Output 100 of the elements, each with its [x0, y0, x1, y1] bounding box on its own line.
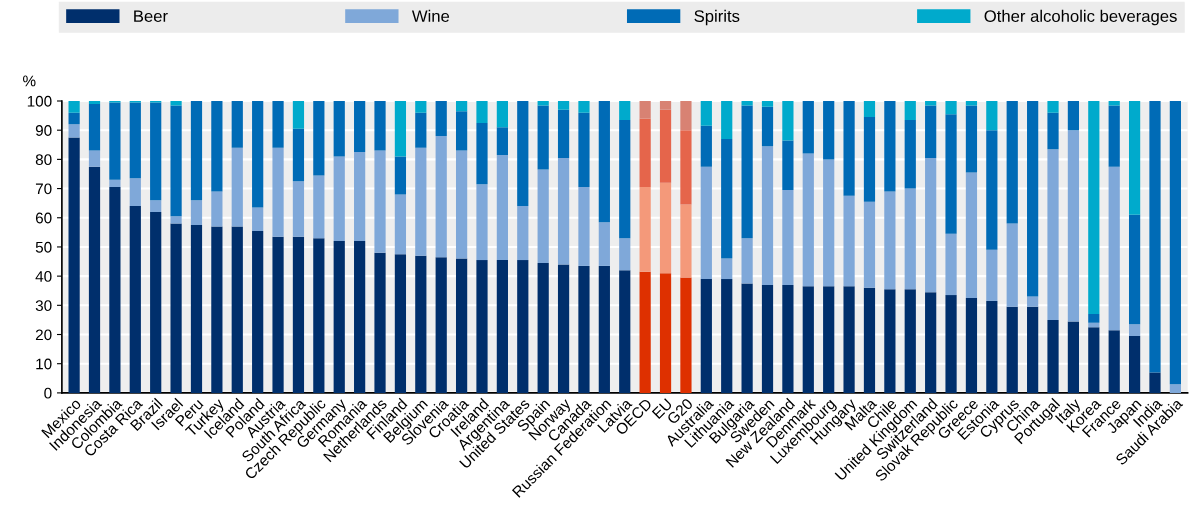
bar	[659, 182, 672, 274]
bar	[925, 101, 937, 106]
bar	[211, 191, 223, 227]
bar	[272, 236, 284, 393]
bar	[496, 260, 508, 393]
bar	[415, 101, 427, 113]
bar	[1047, 112, 1059, 150]
bar	[88, 166, 101, 393]
bar	[802, 286, 814, 393]
bar	[741, 238, 753, 284]
bar	[170, 216, 182, 224]
bar	[170, 223, 182, 393]
bar	[741, 283, 753, 393]
bar	[496, 155, 508, 261]
bar	[986, 130, 998, 250]
bar	[517, 206, 529, 261]
bar	[823, 159, 835, 287]
bar	[496, 101, 508, 128]
bar	[252, 101, 264, 208]
bar	[802, 101, 814, 154]
bar	[1047, 149, 1059, 320]
y-tick-label: 0	[44, 387, 52, 399]
bar	[374, 150, 386, 253]
y-tick-label: 20	[35, 329, 52, 341]
bar	[884, 289, 896, 393]
bar	[863, 117, 876, 202]
bar	[986, 249, 998, 301]
bar	[1027, 296, 1039, 307]
bar	[904, 289, 916, 393]
bar	[252, 207, 264, 231]
bar	[639, 271, 651, 393]
bar	[965, 172, 978, 299]
bar	[557, 157, 570, 265]
bar	[129, 102, 141, 179]
bar	[965, 298, 978, 393]
bar	[354, 101, 366, 153]
bar	[476, 184, 488, 261]
bar	[394, 101, 407, 157]
bar	[578, 187, 590, 266]
legend-label: Other alcoholic beverages	[984, 9, 1177, 26]
bar	[965, 105, 978, 173]
bar	[1169, 384, 1181, 393]
bar	[190, 200, 203, 226]
bar	[476, 122, 488, 185]
bar	[761, 106, 774, 147]
bar	[823, 286, 835, 393]
bar	[415, 255, 427, 393]
bar	[354, 241, 366, 393]
bar	[537, 101, 549, 106]
bar	[945, 295, 957, 393]
bar	[1108, 105, 1120, 167]
bar	[1128, 214, 1141, 325]
bar	[231, 101, 243, 148]
bar	[476, 260, 488, 393]
bar	[1067, 130, 1080, 322]
legend-label: Beer	[134, 10, 168, 23]
bar	[945, 114, 957, 234]
bar	[1169, 101, 1181, 385]
bar	[925, 292, 937, 393]
bar	[659, 273, 672, 393]
bar	[659, 101, 672, 110]
y-tick-label: 100	[27, 95, 52, 107]
bar	[537, 263, 549, 393]
bar	[109, 187, 121, 393]
bar	[252, 230, 264, 393]
bar	[557, 101, 570, 110]
bar	[1088, 327, 1100, 393]
bar	[68, 137, 80, 393]
bar	[109, 102, 121, 180]
bar	[945, 233, 957, 296]
bar	[782, 190, 794, 285]
bar	[1067, 101, 1080, 131]
bar	[557, 264, 570, 393]
bar	[904, 119, 916, 189]
bar	[843, 195, 855, 287]
bar	[782, 101, 794, 141]
bar	[170, 105, 182, 217]
bar	[517, 260, 529, 393]
bar	[945, 101, 957, 115]
bar	[1047, 101, 1059, 113]
bar	[333, 156, 345, 242]
y-tick-label: 40	[35, 271, 52, 282]
bar	[863, 201, 876, 288]
bar	[455, 111, 468, 151]
bar	[925, 105, 937, 158]
y-axis-title: %	[23, 75, 36, 87]
bar	[639, 101, 651, 119]
bar	[1149, 372, 1161, 393]
bar	[680, 101, 692, 131]
y-tick-label: 10	[36, 358, 52, 370]
bar	[394, 254, 407, 393]
bar	[761, 101, 774, 107]
bar	[88, 103, 101, 151]
bar	[659, 109, 672, 183]
bar	[313, 238, 325, 393]
y-tick-label: 30	[35, 300, 52, 312]
bar	[721, 101, 733, 139]
bar	[129, 178, 141, 207]
bar	[374, 101, 386, 151]
bar	[782, 140, 794, 191]
